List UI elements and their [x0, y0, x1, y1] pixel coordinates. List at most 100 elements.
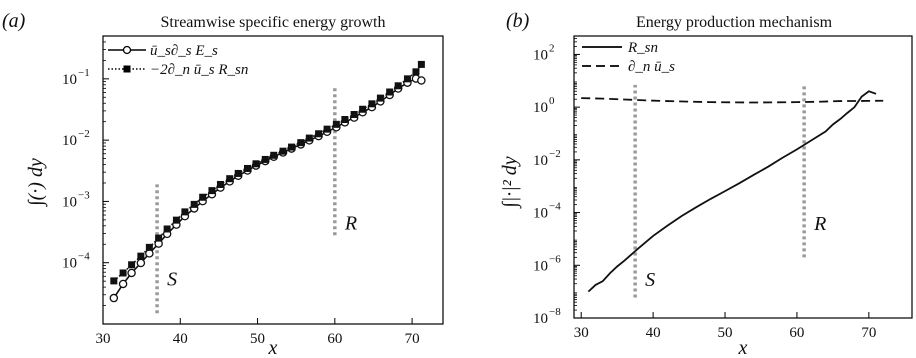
point-a-0-1 [118, 279, 128, 289]
y-tick-label-b-5: 10 [533, 47, 548, 63]
y-tick-label-a-3: 10 [62, 72, 77, 88]
x-tick-label-b-1: 40 [646, 325, 661, 341]
point-a-1-30 [376, 94, 384, 102]
x-ticks-b: 30 40 50 60 70 [574, 312, 876, 341]
point-a-1-19 [279, 147, 287, 155]
point-a-1-27 [350, 110, 358, 118]
point-a-1-12 [216, 180, 224, 188]
annotation-label-a-S: S [167, 269, 177, 291]
y-tick-exponent-b-5: 2 [549, 42, 555, 54]
point-a-1-16 [252, 160, 260, 168]
point-a-1-23 [315, 130, 323, 138]
y-ticks-a: 10−410−310−210−1 [62, 35, 109, 306]
annotations-b: SR [633, 84, 826, 298]
legend-label-a-0: ū_s∂_s E_s [150, 43, 218, 59]
point-a-1-31 [386, 88, 394, 96]
point-a-1-33 [403, 75, 411, 83]
y-axis-label-a: ∫(·) dy [25, 158, 48, 208]
point-a-1-10 [199, 193, 207, 201]
point-a-1-35 [417, 60, 425, 68]
x-tick-label-a-0: 30 [96, 331, 111, 347]
y-tick-label-a-1: 10 [62, 194, 77, 210]
point-a-1-0 [110, 277, 118, 285]
point-a-0-2 [127, 268, 136, 278]
x-tick-label-b-0: 30 [574, 325, 589, 341]
point-a-1-25 [332, 120, 340, 128]
point-a-1-17 [261, 155, 269, 163]
series-b [581, 90, 884, 293]
series-line-b-1 [581, 97, 884, 104]
point-a-1-22 [305, 134, 313, 142]
series-a [109, 60, 426, 303]
y-tick-exponent-a-2: −2 [78, 128, 90, 140]
series-line-b-0 [587, 90, 877, 293]
annotation-label-b-R: R [813, 213, 826, 235]
point-a-1-6 [163, 225, 171, 233]
x-axis-label-a: x [268, 337, 278, 358]
point-a-1-2 [128, 261, 136, 269]
y-tick-label-b-0: 10 [533, 311, 548, 327]
point-a-1-21 [297, 139, 305, 147]
x-tick-label-b-2: 50 [718, 325, 733, 341]
point-a-1-15 [244, 164, 251, 172]
point-a-0-0 [109, 293, 119, 303]
chart-title-a: Streamwise specific energy growth [161, 14, 386, 31]
panel-label-b: (b) [506, 10, 530, 32]
annotations-a: SR [155, 86, 357, 314]
point-a-1-13 [226, 175, 234, 183]
y-tick-exponent-b-1: −6 [549, 253, 561, 265]
y-tick-label-a-0: 10 [62, 256, 77, 272]
x-tick-label-a-4: 70 [405, 331, 420, 347]
panel-a: (a) Streamwise specific energy growth SR… [2, 10, 444, 358]
y-tick-label-b-3: 10 [533, 153, 548, 169]
series-line-a-0 [113, 77, 422, 299]
x-tick-label-b-4: 70 [861, 325, 876, 341]
x-ticks-a: 30 40 50 60 70 [96, 318, 420, 347]
legend-label-b-0: R_sn [627, 40, 658, 56]
y-tick-exponent-b-3: −2 [549, 148, 561, 160]
x-axis-label-b: x [738, 337, 748, 358]
point-a-0-3 [136, 258, 146, 268]
point-a-1-20 [288, 143, 296, 151]
annotation-label-b-S: S [645, 269, 655, 291]
point-a-1-8 [181, 208, 189, 216]
point-a-0-35 [417, 76, 426, 85]
x-tick-label-a-2: 50 [250, 331, 265, 347]
point-a-1-9 [190, 200, 198, 208]
y-tick-exponent-b-0: −8 [549, 306, 561, 318]
point-a-1-32 [394, 82, 402, 90]
legend-marker-a-0 [122, 45, 132, 55]
annotation-label-a-R: R [344, 213, 357, 235]
chart-title-b: Energy production mechanism [636, 14, 833, 31]
y-tick-label-b-2: 10 [533, 206, 548, 222]
y-axis-label-b: ∫|·|² dy [499, 156, 522, 209]
y-tick-exponent-a-0: −4 [78, 251, 90, 263]
y-tick-exponent-b-4: 0 [549, 95, 555, 107]
x-tick-label-a-3: 60 [327, 331, 342, 347]
plot-frame-b [573, 35, 913, 319]
y-tick-label-b-4: 10 [533, 100, 548, 116]
legend-a: ū_s∂_s E_s −2∂_n ū_s R_sn [108, 43, 248, 78]
point-a-1-7 [172, 216, 180, 224]
panel-b: (b) Energy production mechanism SR 30 40 5… [499, 10, 913, 358]
legend-marker-a-1 [123, 65, 131, 73]
legend-b: R_sn ∂_n ū_s [582, 40, 675, 75]
panel-label-a: (a) [2, 10, 26, 32]
point-a-1-5 [155, 234, 163, 242]
legend-label-a-1: −2∂_n ū_s R_sn [150, 62, 248, 78]
plot-frame-a [102, 35, 444, 325]
y-tick-exponent-a-1: −3 [78, 189, 90, 201]
point-a-1-18 [270, 151, 278, 159]
point-a-1-3 [137, 252, 145, 260]
point-a-1-28 [359, 105, 367, 113]
point-a-1-34 [412, 68, 420, 76]
point-a-1-24 [323, 125, 331, 133]
point-a-1-14 [234, 169, 242, 177]
y-tick-label-b-1: 10 [533, 258, 548, 274]
x-tick-label-b-3: 60 [789, 325, 804, 341]
point-a-1-1 [119, 269, 127, 277]
y-tick-exponent-b-2: −4 [549, 201, 561, 213]
point-a-1-11 [208, 187, 216, 195]
